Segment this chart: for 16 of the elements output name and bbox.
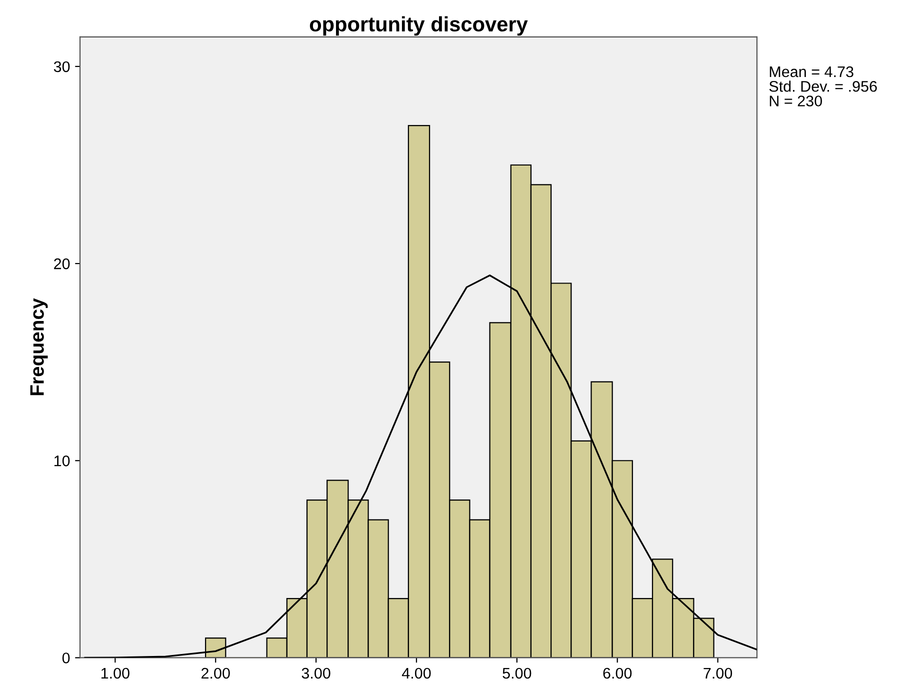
y-tick-label: 0 [62, 652, 70, 664]
text: Std. Dev. = .956 [769, 80, 877, 92]
x-tick-label: 4.00 [402, 668, 431, 679]
x-tick-label: 5.00 [502, 668, 532, 679]
y-tick-label: 20 [54, 258, 70, 270]
x-tick-label: 2.00 [202, 668, 230, 679]
chart-title: opportunity discovery [310, 16, 528, 36]
y-tick-label: 10 [54, 456, 70, 466]
y-axis-title: Frequency [30, 298, 48, 396]
x-tick-label: 7.00 [704, 668, 732, 679]
y-tick-label: 30 [54, 61, 70, 72]
x-tick-label: 6.00 [603, 668, 632, 679]
x-tick-label: 1.00 [101, 668, 130, 679]
text: N = 230 [770, 96, 822, 106]
text: Mean = 4.73 [770, 66, 854, 78]
x-tick-label: 3.00 [302, 668, 330, 679]
